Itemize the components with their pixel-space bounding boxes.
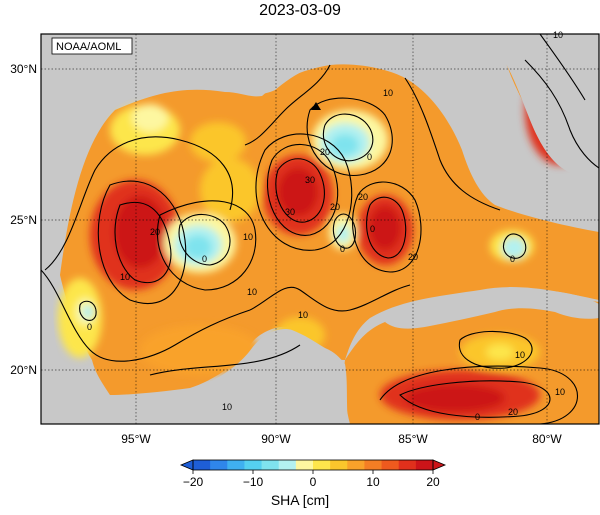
- contour-label: 20: [408, 252, 418, 262]
- contour-label: 0: [475, 412, 480, 422]
- contour-lines: [41, 34, 599, 424]
- contour-label: 30: [285, 207, 295, 217]
- colorbar-tick-label: 20: [426, 475, 440, 489]
- lon-tick-label: 95°W: [121, 432, 151, 446]
- contour-label: 0: [367, 152, 372, 162]
- colorbar-swatch: [313, 460, 331, 470]
- colorbar-tick-label: 0: [310, 475, 317, 489]
- contour-label: 10: [515, 350, 525, 360]
- contour-label: 10: [222, 402, 232, 412]
- colorbar-swatch: [398, 460, 417, 470]
- contour-label: 0: [370, 224, 375, 234]
- contour-label: 0: [87, 322, 92, 332]
- contour-label: 20: [320, 147, 330, 157]
- source-label: NOAA/AOML: [56, 41, 121, 53]
- colorbar-min-arrow: [179, 459, 194, 471]
- lon-tick-label: 80°W: [532, 432, 562, 446]
- colorbar-swatch: [295, 460, 314, 470]
- contour-label: 10: [383, 88, 393, 98]
- contour-label: 10: [120, 272, 130, 282]
- map-title: 2023-03-09: [259, 2, 341, 19]
- contour-label: 0: [202, 254, 207, 264]
- colorbar-swatch: [261, 460, 280, 470]
- colorbar-swatch: [330, 460, 348, 470]
- contour-label: 10: [247, 287, 257, 297]
- colorbar-swatch: [347, 460, 365, 470]
- station-marker-icon: [311, 102, 321, 110]
- plot-frame: [40, 33, 600, 425]
- colorbar-max-arrow: [432, 459, 447, 471]
- colorbar-swatch: [193, 460, 211, 470]
- contour-label: 10: [243, 232, 253, 242]
- contour-labels: 10 0 10 0 20 10 0 30 20 10 20 0 20 0 10 …: [87, 30, 565, 422]
- colorbar-swatch: [278, 460, 297, 470]
- colorbar-swatch: [364, 460, 383, 470]
- contour-label: 20: [508, 407, 518, 417]
- contour-label: 0: [340, 244, 345, 254]
- lon-tick-label: 90°W: [261, 432, 291, 446]
- colorbar-label: SHA [cm]: [270, 492, 330, 508]
- colorbar-swatch: [244, 460, 263, 470]
- contour-label: 10: [553, 30, 563, 40]
- colorbar: −20 −10 0 10 20: [179, 459, 447, 489]
- colorbar-swatch: [210, 460, 228, 470]
- lat-tick-label: 30°N: [10, 62, 37, 76]
- anomaly-field: [58, 55, 595, 420]
- contour-label: 0: [510, 254, 515, 264]
- colorbar-tick-label: 10: [366, 475, 380, 489]
- lat-tick-label: 25°N: [10, 213, 37, 227]
- contour-label: 20: [150, 227, 160, 237]
- colorbar-swatch: [227, 460, 245, 470]
- contour-label: 10: [298, 310, 308, 320]
- lat-tick-label: 20°N: [10, 363, 37, 377]
- colorbar-swatch: [415, 460, 434, 470]
- lon-tick-label: 85°W: [398, 432, 428, 446]
- colorbar-tick-label: −10: [243, 475, 264, 489]
- contour-label: 10: [555, 387, 565, 397]
- source-label-box: [51, 37, 133, 55]
- colorbar-tick-label: −20: [183, 475, 204, 489]
- contour-label: 20: [330, 202, 340, 212]
- contour-label: 20: [358, 192, 368, 202]
- colorbar-swatch: [381, 460, 400, 470]
- map-plot-area: [41, 34, 599, 424]
- contour-label: 30: [305, 175, 315, 185]
